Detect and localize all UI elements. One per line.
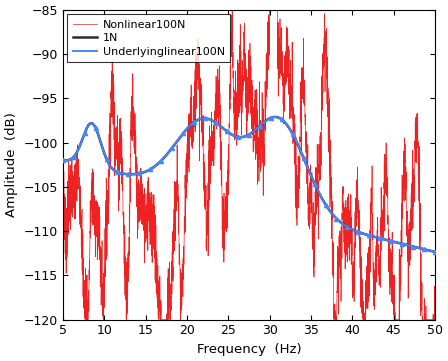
Legend: Nonlinear100N, 1N, Underlyinglinear100N: Nonlinear100N, 1N, Underlyinglinear100N: [67, 14, 230, 62]
1N: [125, 172, 130, 176]
Line: 1N: 1N: [63, 117, 435, 252]
1N: [425, 248, 431, 252]
1N: [385, 238, 390, 243]
1N: [60, 158, 65, 162]
Nonlinear100N: [432, 293, 438, 297]
Nonlinear100N: [83, 317, 88, 322]
1N: [432, 250, 438, 254]
Underlyinglinear100N: [103, 154, 108, 158]
1N: [203, 116, 208, 121]
Underlyinglinear100N: [125, 172, 130, 176]
X-axis label: Frequency  (Hz): Frequency (Hz): [197, 343, 301, 356]
Nonlinear100N: [103, 257, 108, 261]
Underlyinglinear100N: [203, 116, 208, 121]
1N: [272, 115, 278, 119]
Nonlinear100N: [60, 137, 65, 141]
1N: [219, 125, 224, 129]
Nonlinear100N: [219, 162, 224, 166]
Nonlinear100N: [229, 8, 235, 12]
Nonlinear100N: [203, 203, 208, 207]
Line: Underlyinglinear100N: Underlyinglinear100N: [63, 117, 435, 252]
Underlyinglinear100N: [60, 158, 65, 162]
Underlyinglinear100N: [385, 238, 390, 243]
Underlyinglinear100N: [432, 250, 438, 254]
Nonlinear100N: [125, 257, 130, 261]
Line: Nonlinear100N: Nonlinear100N: [63, 10, 435, 319]
1N: [103, 154, 108, 158]
Underlyinglinear100N: [219, 125, 224, 129]
Underlyinglinear100N: [272, 115, 278, 119]
Underlyinglinear100N: [425, 248, 431, 252]
Nonlinear100N: [385, 222, 391, 226]
Nonlinear100N: [425, 317, 431, 322]
Y-axis label: Amplitude  (dB): Amplitude (dB): [5, 112, 18, 217]
